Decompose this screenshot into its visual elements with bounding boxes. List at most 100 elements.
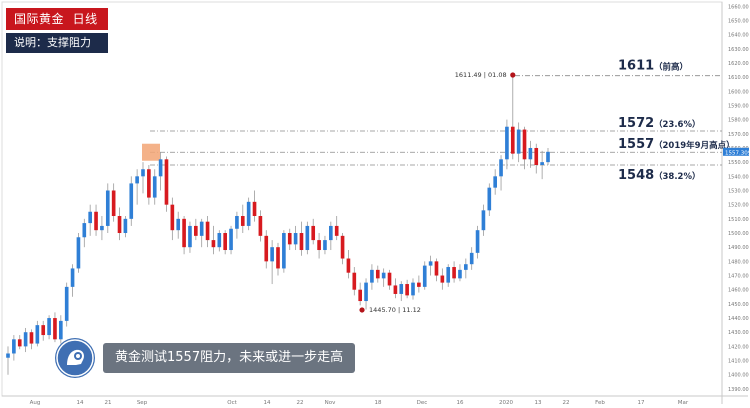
candle-body bbox=[199, 221, 204, 236]
y-tick-label: 1510.00 bbox=[728, 217, 749, 223]
level-value-label: 1557 bbox=[618, 137, 654, 152]
candle-body bbox=[12, 339, 16, 354]
high-marker bbox=[510, 72, 516, 78]
candle-body bbox=[276, 247, 280, 269]
y-tick-label: 1650.00 bbox=[728, 18, 749, 24]
candle-body bbox=[440, 275, 445, 283]
candle-body bbox=[70, 268, 75, 287]
y-tick-label: 1570.00 bbox=[728, 132, 749, 138]
candle-body bbox=[170, 204, 175, 231]
candle-body bbox=[375, 269, 380, 279]
candle-body bbox=[158, 159, 163, 177]
candle-body bbox=[35, 325, 40, 344]
candle-body bbox=[352, 272, 357, 290]
candle-body bbox=[176, 218, 181, 231]
x-tick-label: Oct bbox=[227, 400, 237, 406]
x-tick-label: 14 bbox=[264, 400, 271, 406]
y-tick-label: 1460.00 bbox=[728, 288, 749, 294]
y-axis: 1390.00 1400.00 1410.00 1420.00 1430.00 1440.… bbox=[728, 4, 749, 393]
chart-annotations: 1611 （前高） 1572 （23.6%）1557 （2019年9月高点） 1548 （3… bbox=[359, 59, 750, 314]
level-value-label: 1548 bbox=[618, 168, 654, 183]
candle-body bbox=[111, 190, 116, 217]
candle-body bbox=[59, 320, 63, 340]
candle-body bbox=[188, 225, 192, 248]
level-note-label: （23.6%） bbox=[654, 119, 701, 130]
candle-body bbox=[235, 216, 239, 229]
x-tick-label: Feb bbox=[595, 400, 605, 406]
candle-body bbox=[240, 216, 245, 226]
x-tick-label: 16 bbox=[457, 400, 464, 406]
x-tick-label: 22 bbox=[297, 400, 304, 406]
candle-body bbox=[293, 233, 298, 245]
candle-body bbox=[329, 225, 333, 241]
high-annotation: 1611.49 | 01.08 bbox=[455, 71, 507, 79]
candle-body bbox=[229, 228, 233, 251]
candle-body bbox=[481, 210, 486, 231]
low-marker bbox=[359, 307, 365, 313]
candle-body bbox=[528, 147, 533, 160]
candle-body bbox=[540, 162, 544, 165]
y-tick-label: 1610.00 bbox=[728, 75, 749, 81]
y-tick-label: 1590.00 bbox=[728, 103, 749, 109]
y-tick-label: 1470.00 bbox=[728, 274, 749, 280]
candle-body bbox=[458, 269, 462, 279]
candle-body bbox=[305, 225, 310, 251]
candle-body bbox=[47, 318, 51, 336]
candle-body bbox=[387, 272, 392, 286]
y-tick-label: 1410.00 bbox=[728, 359, 749, 365]
sept-high-highlight bbox=[142, 143, 160, 161]
candle-body bbox=[135, 176, 139, 184]
y-tick-label: 1660.00 bbox=[728, 4, 749, 10]
candle-body bbox=[105, 190, 110, 226]
current-price-label: 1557.309 bbox=[725, 150, 750, 156]
level-value-label: 1572 bbox=[618, 116, 654, 131]
candle-body bbox=[346, 258, 351, 273]
candle-body bbox=[287, 233, 292, 245]
x-tick-label: 14 bbox=[77, 400, 84, 406]
candle-body bbox=[282, 233, 286, 269]
candle-body bbox=[452, 267, 456, 279]
brand-logo-icon bbox=[55, 338, 95, 378]
candle-body bbox=[223, 233, 227, 251]
candle-body bbox=[417, 282, 421, 287]
candle-body bbox=[82, 223, 87, 238]
candle-body bbox=[29, 332, 34, 344]
candle-body bbox=[358, 289, 362, 302]
candle-body bbox=[317, 240, 321, 251]
x-tick-label: 2020 bbox=[499, 400, 513, 406]
y-tick-label: 1440.00 bbox=[728, 316, 749, 322]
candle-body bbox=[76, 237, 81, 269]
x-tick-label: Sep bbox=[137, 400, 148, 406]
candle-body bbox=[264, 235, 269, 262]
y-tick-label: 1430.00 bbox=[728, 330, 749, 336]
candle-body bbox=[164, 159, 169, 205]
x-tick-label: 22 bbox=[563, 400, 570, 406]
candle-body bbox=[141, 169, 145, 177]
candle-body bbox=[6, 353, 10, 358]
candle-body bbox=[205, 221, 210, 241]
y-tick-label: 1580.00 bbox=[728, 118, 749, 124]
y-tick-label: 1390.00 bbox=[728, 387, 749, 393]
chart-caption: 黄金测试1557阻力，未来或进一步走高 bbox=[103, 343, 356, 373]
x-tick-label: 13 bbox=[535, 400, 542, 406]
candle-body bbox=[493, 176, 497, 188]
candle-body bbox=[194, 225, 198, 236]
candle-body bbox=[364, 282, 368, 302]
candle-body bbox=[499, 159, 503, 177]
candlestick-series bbox=[6, 75, 550, 375]
candle-body bbox=[546, 151, 550, 163]
x-axis: Aug 14 21 Sep Oct 14 22 Nov 18 Dec 16 2020 13 22 Feb 17… bbox=[30, 400, 689, 406]
y-tick-label: 1420.00 bbox=[728, 344, 749, 350]
candle-body bbox=[94, 211, 98, 231]
candle-body bbox=[17, 339, 22, 347]
candle-body bbox=[405, 284, 409, 296]
candle-body bbox=[147, 169, 151, 198]
y-tick-label: 1640.00 bbox=[728, 33, 749, 39]
candle-body bbox=[334, 225, 339, 236]
candle-body bbox=[23, 332, 28, 347]
candle-body bbox=[323, 240, 327, 251]
x-tick-label: 21 bbox=[105, 400, 112, 406]
y-tick-label: 1500.00 bbox=[728, 231, 749, 237]
